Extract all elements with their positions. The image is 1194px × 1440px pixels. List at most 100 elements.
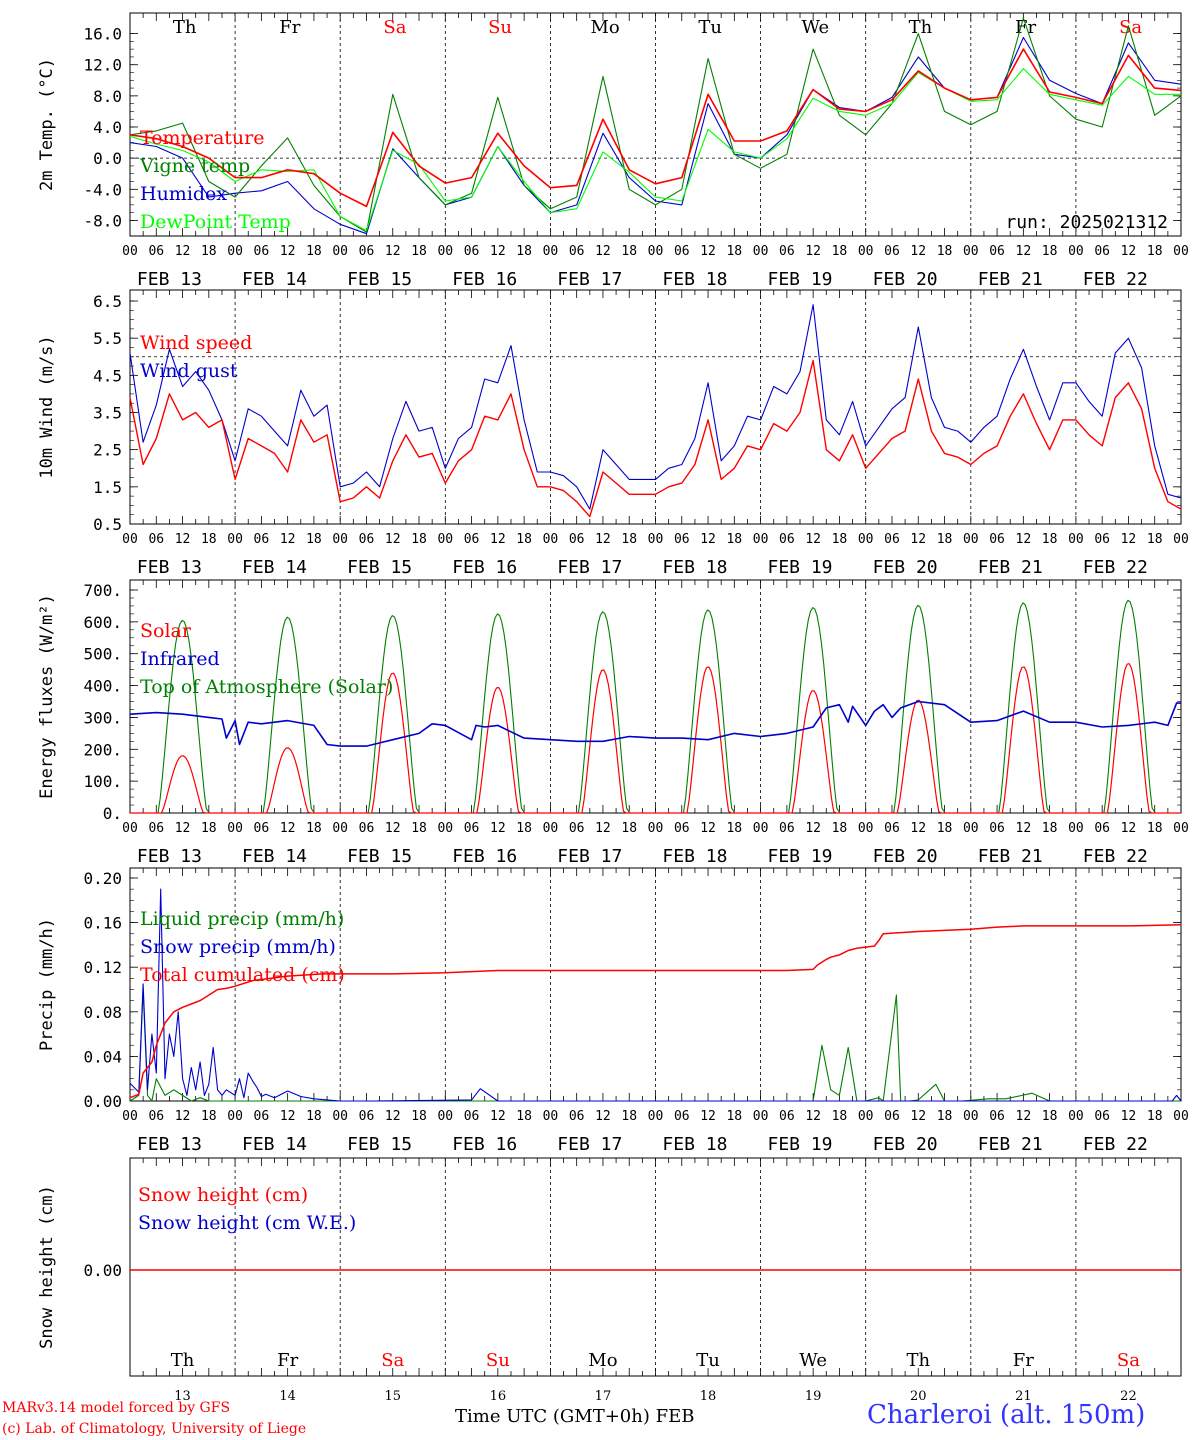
hour-tick-label: 18: [621, 1109, 637, 1124]
date-label: FEB 21: [978, 1134, 1043, 1155]
hour-tick-label: 18: [201, 1109, 217, 1124]
y-tick-label: 0.5: [93, 515, 122, 534]
y-tick-label: 5.5: [93, 329, 122, 348]
legend-entry: Temperature: [140, 127, 264, 149]
hour-tick-label: 06: [569, 244, 585, 259]
date-label: FEB 19: [767, 846, 832, 867]
day-number: 14: [279, 1389, 296, 1404]
panel-4: 0.00 0.04 0.08 0.12 0.16 0.20 Precip (mm/h) 00 0…: [37, 867, 1189, 1155]
energy-series: [129, 599, 1181, 814]
date-label: FEB 17: [557, 269, 622, 290]
day-name: We: [801, 17, 829, 38]
hour-tick-label: 12: [490, 244, 506, 259]
date-label: FEB 14: [242, 557, 307, 578]
date-label: FEB 22: [1083, 557, 1148, 578]
hour-tick-label: 12: [595, 821, 611, 836]
hour-tick-label: 12: [385, 1109, 401, 1124]
hour-tick-label: 06: [359, 821, 375, 836]
wind-series: [129, 304, 1182, 518]
hour-tick-label: 18: [621, 244, 637, 259]
y-tick-label: 500.: [83, 645, 122, 664]
date-label: FEB 21: [978, 269, 1043, 290]
hour-tick-label: 06: [254, 821, 270, 836]
hour-tick-label: 12: [385, 532, 401, 547]
series-line: [129, 304, 1182, 510]
hour-tick-label: 00: [1173, 1109, 1189, 1124]
hour-tick-label: 00: [122, 244, 138, 259]
hour-tick-label: 00: [437, 532, 453, 547]
hour-tick-label: 00: [227, 244, 243, 259]
y-tick-label: 4.5: [93, 366, 122, 385]
date-label: FEB 15: [347, 846, 412, 867]
hour-tick-label: 12: [280, 244, 296, 259]
hour-tick-label: 00: [543, 821, 559, 836]
hour-tick-label: 18: [411, 1109, 427, 1124]
legend-entry: Snow precip (mm/h): [140, 936, 336, 958]
hour-tick-label: 00: [332, 821, 348, 836]
hour-tick-label: 12: [175, 1109, 191, 1124]
date-label: FEB 18: [662, 1134, 727, 1155]
hour-tick-label: 18: [306, 1109, 322, 1124]
hour-tick-label: 00: [122, 1109, 138, 1124]
date-label: FEB 16: [452, 1134, 517, 1155]
hour-tick-label: 06: [464, 244, 480, 259]
hour-tick-label: 18: [726, 244, 742, 259]
hour-tick-label: 06: [464, 1109, 480, 1124]
hour-tick-label: 12: [805, 1109, 821, 1124]
day-number: 17: [595, 1389, 612, 1404]
hour-tick-label: 12: [910, 532, 926, 547]
hour-tick-label: 18: [1042, 821, 1058, 836]
y-axis-label: Precip (mm/h): [37, 918, 57, 1051]
y-tick-label: 100.: [83, 772, 122, 791]
series-line: [129, 68, 1181, 232]
hour-tick-label: 12: [805, 532, 821, 547]
day-name: Sa: [1117, 1350, 1140, 1371]
hour-tick-label: 12: [910, 821, 926, 836]
hour-tick-label: 00: [227, 532, 243, 547]
hour-tick-label: 00: [648, 244, 664, 259]
day-name: Su: [488, 17, 512, 38]
day-name: Fr: [277, 1350, 298, 1371]
hour-tick-label: 12: [1016, 821, 1032, 836]
legend-entry: Total cumulated (cm): [140, 964, 345, 986]
day-number: 18: [700, 1389, 717, 1404]
hour-tick-label: 12: [175, 532, 191, 547]
hour-tick-label: 12: [490, 1109, 506, 1124]
date-label: FEB 13: [137, 557, 202, 578]
y-tick-label: 8.0: [93, 87, 122, 106]
hour-tick-label: 06: [674, 244, 690, 259]
legend-entry: Top of Atmosphere (Solar): [140, 676, 393, 698]
hour-tick-label: 12: [175, 821, 191, 836]
day-number: 19: [805, 1389, 822, 1404]
date-label: FEB 14: [242, 846, 307, 867]
date-label: FEB 19: [767, 557, 832, 578]
y-tick-label: 4.0: [93, 118, 122, 137]
y-tick-label: 200.: [83, 740, 122, 759]
run-annotation: run: 2025021312: [1005, 212, 1168, 233]
hour-tick-label: 18: [516, 821, 532, 836]
hour-tick-label: 18: [516, 1109, 532, 1124]
y-tick-label: 0.00: [83, 1092, 122, 1111]
hour-tick-label: 00: [1068, 821, 1084, 836]
day-name: Mo: [588, 1350, 617, 1371]
hour-tick-label: 06: [989, 532, 1005, 547]
hour-tick-label: 06: [779, 244, 795, 259]
hour-tick-label: 00: [227, 1109, 243, 1124]
date-label: FEB 16: [452, 269, 517, 290]
legend-entry: Vigne temp: [139, 155, 250, 177]
hour-tick-label: 12: [175, 244, 191, 259]
y-tick-label: 0.16: [83, 914, 122, 933]
series-line: [129, 988, 1181, 1102]
day-number: 20: [910, 1389, 927, 1404]
date-label: FEB 22: [1083, 269, 1148, 290]
legend-entry: Infrared: [140, 648, 220, 670]
series-line: [129, 888, 1182, 1102]
series-line: [129, 924, 1182, 1099]
hour-tick-label: 18: [621, 821, 637, 836]
day-number: 15: [384, 1389, 401, 1404]
day-name: Fr: [279, 17, 300, 38]
hour-tick-label: 06: [254, 244, 270, 259]
y-tick-label: 700.: [83, 581, 122, 600]
hour-tick-label: 06: [359, 244, 375, 259]
y-tick-label: 0.00: [83, 1261, 122, 1280]
